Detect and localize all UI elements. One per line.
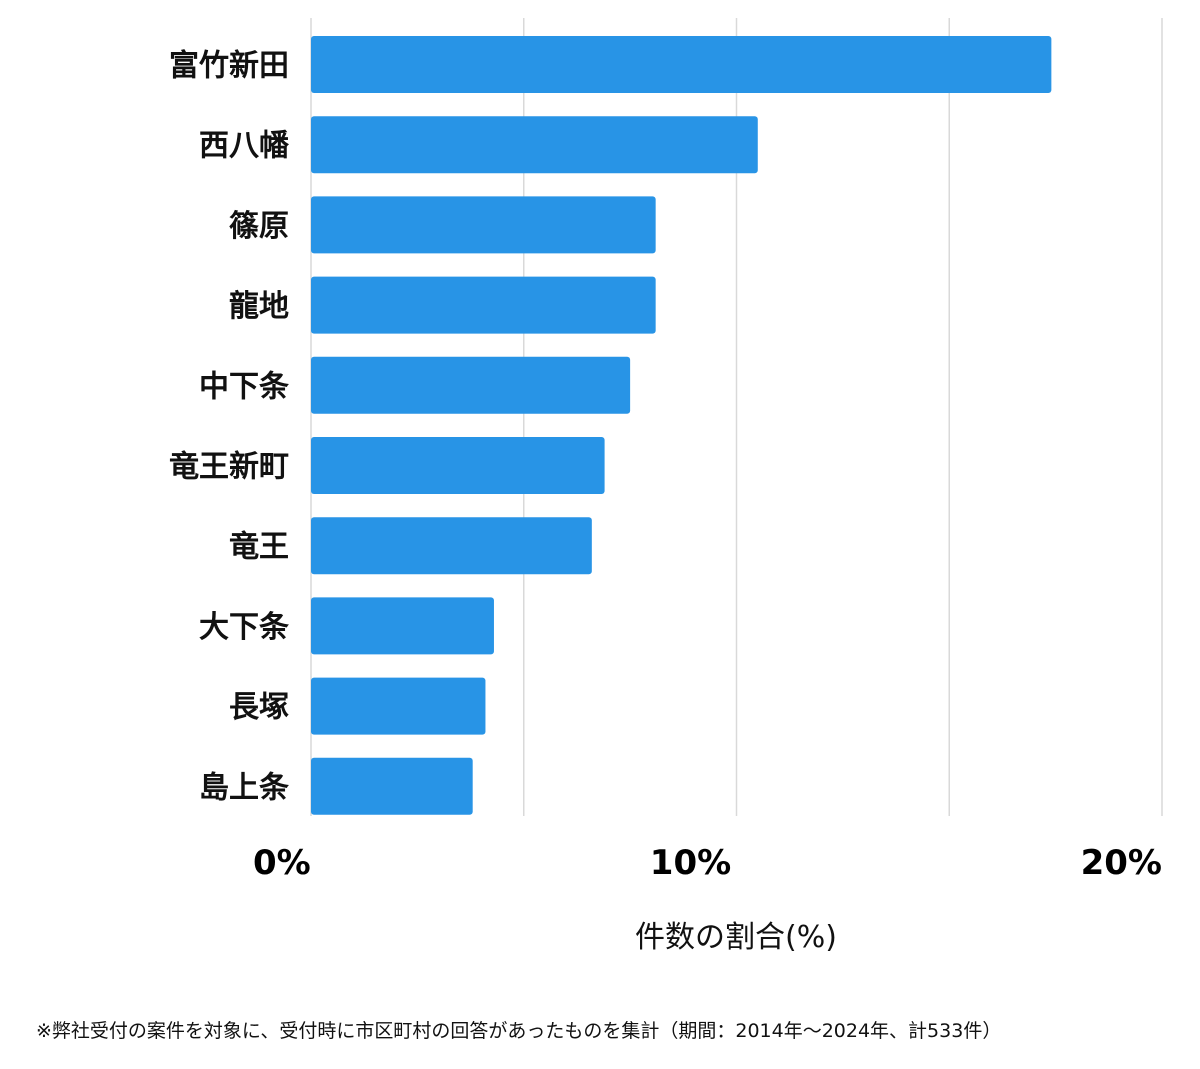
bar <box>311 116 758 174</box>
bar <box>311 437 605 494</box>
category-label: 富竹新田 <box>169 49 289 84</box>
bar <box>311 36 1052 93</box>
x-tick-label: 20% <box>1081 843 1162 883</box>
footnote: ※弊社受付の案件を対象に、受付時に市区町村の回答があったものを集計（期間：201… <box>36 1020 1002 1042</box>
category-label: 大下条 <box>199 610 289 645</box>
x-tick-label: 10% <box>650 843 731 883</box>
category-label: 長塚 <box>229 690 289 725</box>
bars <box>311 36 1052 815</box>
category-label: 篠原 <box>229 209 289 244</box>
x-tick-label: 0% <box>253 843 311 883</box>
x-axis-title: 件数の割合(%) <box>635 920 837 955</box>
category-label: 竜王新町 <box>169 450 289 485</box>
bar <box>311 196 656 254</box>
bar <box>311 356 631 414</box>
category-label: 中下条 <box>199 369 289 404</box>
x-tick-labels: 0% 10% 20% <box>253 843 1162 883</box>
bar <box>311 597 494 655</box>
bar <box>311 677 486 735</box>
category-label: 島上条 <box>199 770 289 805</box>
category-label: 竜王 <box>229 530 289 565</box>
bar <box>311 517 592 575</box>
bar <box>311 276 656 334</box>
category-label: 龍地 <box>229 289 289 324</box>
category-label: 西八幡 <box>199 129 289 164</box>
bar <box>311 757 473 815</box>
